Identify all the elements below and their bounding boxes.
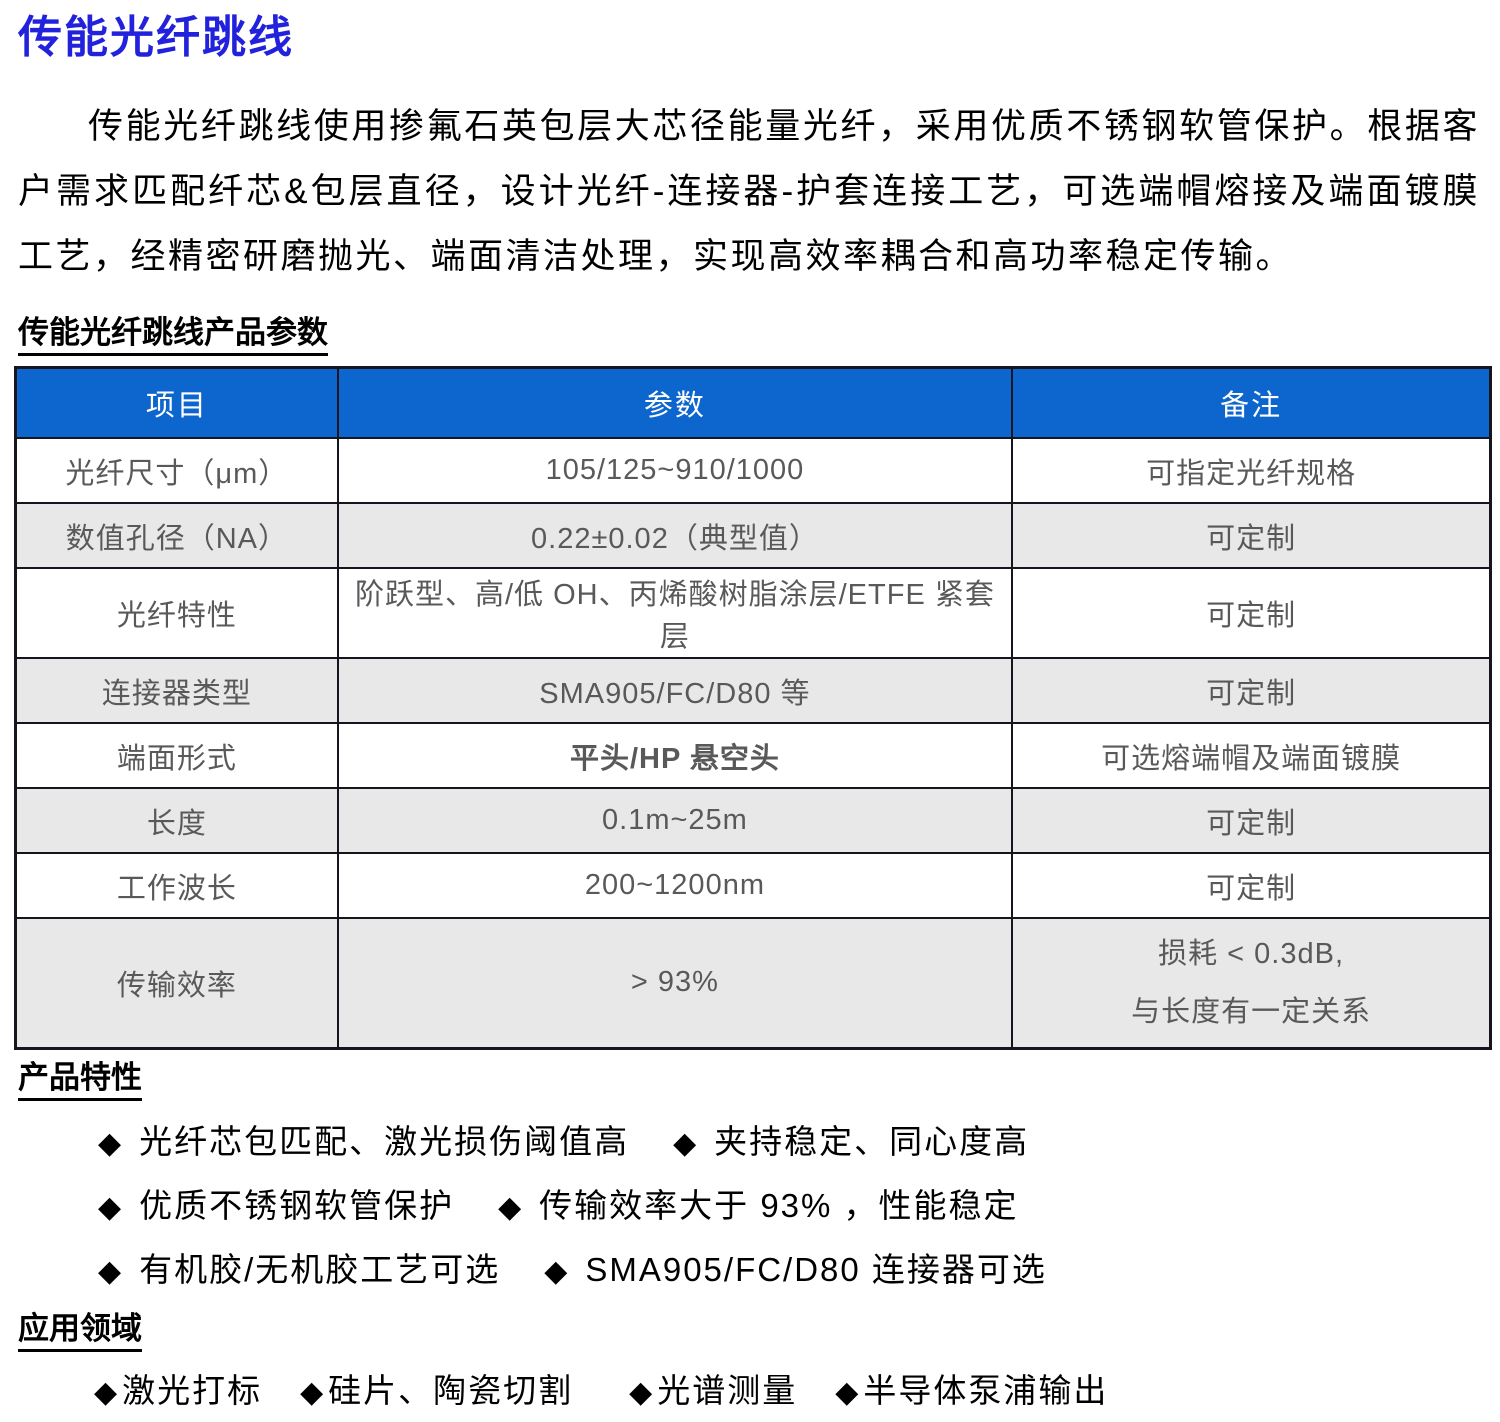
note-cell: 可定制 bbox=[1011, 567, 1492, 659]
feature-item: 夹持稳定、同心度高 bbox=[714, 1122, 1030, 1160]
table-row-connector-type: 连接器类型 SMA905/FC/D80 等 可定制 bbox=[14, 657, 1492, 724]
param-cell: SMA905/FC/D80 等 bbox=[336, 657, 1014, 724]
features-list: ◆ 光纤芯包匹配、激光损伤阈值高 ◆ 夹持稳定、同心度高 ◆ 优质不锈钢软管保护 ◆ 传输效… bbox=[98, 1111, 1484, 1303]
note-cell: 可定制 bbox=[1011, 657, 1492, 724]
table-row-wavelength: 工作波长 200~1200nm 可定制 bbox=[14, 852, 1492, 919]
diamond-bullet-icon: ◆ bbox=[629, 1375, 655, 1409]
application-item: 硅片、陶瓷切割 bbox=[328, 1371, 574, 1409]
diamond-bullet-icon: ◆ bbox=[673, 1126, 699, 1160]
diamond-bullet-icon: ◆ bbox=[835, 1375, 861, 1409]
item-cell: 连接器类型 bbox=[14, 657, 339, 724]
feature-line: ◆ 有机胶/无机胶工艺可选 ◆ SMA905/FC/D80 连接器可选 bbox=[98, 1239, 1484, 1303]
item-cell: 传输效率 bbox=[14, 917, 339, 1049]
applications-heading-text: 应用领域 bbox=[18, 1310, 142, 1352]
params-heading-text: 传能光纤跳线产品参数 bbox=[18, 315, 328, 356]
diamond-bullet-icon: ◆ bbox=[98, 1126, 124, 1160]
note-cell: 可定制 bbox=[1011, 787, 1492, 854]
note-line-1: 损耗 < 0.3dB, bbox=[1158, 937, 1345, 970]
application-item: 半导体泵浦输出 bbox=[863, 1371, 1109, 1409]
header-cell-item: 项目 bbox=[14, 366, 339, 439]
note-cell: 可指定光纤规格 bbox=[1011, 437, 1492, 504]
diamond-bullet-icon: ◆ bbox=[544, 1254, 570, 1288]
param-cell: 0.22±0.02（典型值） bbox=[336, 502, 1014, 569]
features-section: 产品特性 ◆ 光纤芯包匹配、激光损伤阈值高 ◆ 夹持稳定、同心度高 ◆ 优质不锈钢软管保… bbox=[14, 1058, 1484, 1303]
item-cell: 端面形式 bbox=[14, 722, 339, 789]
note-cell: 可定制 bbox=[1011, 852, 1492, 919]
param-cell: > 93% bbox=[336, 917, 1014, 1049]
table-header-row: 项目 参数 备注 bbox=[14, 366, 1492, 439]
feature-item: SMA905/FC/D80 连接器可选 bbox=[585, 1250, 1047, 1288]
note-cell: 可选熔端帽及端面镀膜 bbox=[1011, 722, 1492, 789]
param-cell: 0.1m~25m bbox=[336, 787, 1014, 854]
param-cell: 200~1200nm bbox=[336, 852, 1014, 919]
note-cell: 损耗 < 0.3dB, 与长度有一定关系 bbox=[1011, 917, 1492, 1049]
param-cell: 105/125~910/1000 bbox=[336, 437, 1014, 504]
features-heading-text: 产品特性 bbox=[18, 1059, 142, 1101]
table-row-na: 数值孔径（NA） 0.22±0.02（典型值） 可定制 bbox=[14, 502, 1492, 569]
note-line-2: 与长度有一定关系 bbox=[1131, 995, 1372, 1028]
feature-item: 传输效率大于 93% ，性能稳定 bbox=[539, 1186, 1019, 1224]
feature-line: ◆ 优质不锈钢软管保护 ◆ 传输效率大于 93% ，性能稳定 bbox=[98, 1175, 1484, 1239]
table-row-fiber-property: 光纤特性 阶跃型、高/低 OH、丙烯酸树脂涂层/ETFE 紧套层 可定制 bbox=[14, 567, 1492, 659]
item-cell: 光纤特性 bbox=[14, 567, 339, 659]
params-table: 项目 参数 备注 光纤尺寸（μm） 105/125~910/1000 可指定光纤… bbox=[14, 366, 1492, 1050]
table-row-length: 长度 0.1m~25m 可定制 bbox=[14, 787, 1492, 854]
table-row-endface-type: 端面形式 平头/HP 悬空头 可选熔端帽及端面镀膜 bbox=[14, 722, 1492, 789]
item-cell: 光纤尺寸（μm） bbox=[14, 437, 339, 504]
applications-section: 应用领域 ◆激光打标 ◆硅片、陶瓷切割 ◆光谱测量 ◆半导体泵浦输出 bbox=[14, 1309, 1484, 1422]
diamond-bullet-icon: ◆ bbox=[94, 1375, 120, 1409]
applications-section-heading: 应用领域 bbox=[18, 1309, 1484, 1352]
item-cell: 工作波长 bbox=[14, 852, 339, 919]
features-section-heading: 产品特性 bbox=[18, 1058, 1484, 1101]
table-row-fiber-size: 光纤尺寸（μm） 105/125~910/1000 可指定光纤规格 bbox=[14, 437, 1492, 504]
diamond-bullet-icon: ◆ bbox=[98, 1254, 124, 1288]
intro-paragraph: 传能光纤跳线使用掺氟石英包层大芯径能量光纤，采用优质不锈钢软管保护。根据客户需求… bbox=[18, 107, 1480, 276]
diamond-bullet-icon: ◆ bbox=[498, 1190, 524, 1224]
param-cell: 阶跃型、高/低 OH、丙烯酸树脂涂层/ETFE 紧套层 bbox=[336, 567, 1014, 659]
feature-item: 有机胶/无机胶工艺可选 bbox=[139, 1250, 501, 1288]
diamond-bullet-icon: ◆ bbox=[98, 1190, 124, 1224]
feature-line: ◆ 光纤芯包匹配、激光损伤阈值高 ◆ 夹持稳定、同心度高 bbox=[98, 1111, 1484, 1175]
feature-item: 优质不锈钢软管保护 bbox=[139, 1186, 455, 1224]
header-cell-param: 参数 bbox=[336, 366, 1014, 439]
param-cell: 平头/HP 悬空头 bbox=[336, 722, 1014, 789]
note-cell: 可定制 bbox=[1011, 502, 1492, 569]
item-cell: 数值孔径（NA） bbox=[14, 502, 339, 569]
table-row-efficiency: 传输效率 > 93% 损耗 < 0.3dB, 与长度有一定关系 bbox=[14, 917, 1492, 1049]
applications-list: ◆激光打标 ◆硅片、陶瓷切割 ◆光谱测量 ◆半导体泵浦输出 bbox=[94, 1362, 1484, 1422]
application-item: 激光打标 bbox=[122, 1371, 263, 1409]
feature-item: 光纤芯包匹配、激光损伤阈值高 bbox=[139, 1122, 630, 1160]
diamond-bullet-icon: ◆ bbox=[300, 1375, 326, 1409]
page-title: 传能光纤跳线 bbox=[18, 13, 294, 62]
header-cell-note: 备注 bbox=[1011, 366, 1492, 439]
application-item: 光谱测量 bbox=[657, 1371, 798, 1409]
item-cell: 长度 bbox=[14, 787, 339, 854]
params-section-heading: 传能光纤跳线产品参数 bbox=[18, 313, 1484, 356]
